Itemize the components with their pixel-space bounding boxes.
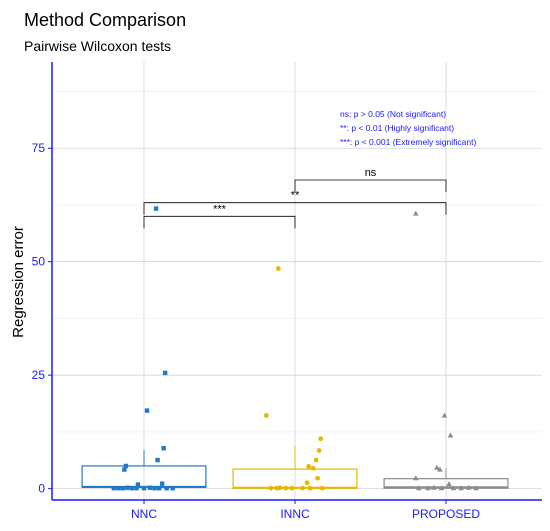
x-tick-label-nnc: NNC: [131, 507, 157, 521]
annotation-extremely: ***: p < 0.001 (Extremely significant): [340, 137, 476, 147]
x-tick-label-proposed: PROPOSED: [412, 507, 480, 521]
point-nnc-11: [120, 485, 126, 491]
point-innc-4: [313, 457, 319, 463]
point-nnc-18: [156, 485, 162, 491]
y-tick-label-75: 75: [32, 141, 46, 155]
point-nnc-0: [153, 206, 159, 211]
bracket-2: [294, 179, 447, 193]
bracket-label-0: ***: [213, 203, 227, 215]
point-innc-12: [283, 485, 289, 491]
x-tick-label-innc: INNC: [280, 507, 310, 521]
point-nnc-16: [147, 485, 153, 490]
bracket-label-2: ns: [365, 167, 377, 179]
bracket-0: [143, 215, 296, 229]
y-axis-ticks: 0 25 50 75: [32, 141, 52, 496]
point-nnc-6: [122, 467, 127, 472]
point-nnc-2: [144, 408, 150, 413]
annotation-highly: **: p < 0.01 (Highly significant): [340, 123, 454, 133]
point-proposed-11: [450, 485, 457, 491]
point-innc-14: [300, 485, 305, 491]
point-nnc-4: [155, 457, 160, 463]
point-proposed-9: [431, 484, 437, 490]
point-proposed-10: [438, 485, 445, 491]
point-innc-1: [263, 413, 269, 418]
point-nnc-9: [111, 485, 116, 491]
point-proposed-8: [425, 485, 431, 491]
point-innc-11: [277, 485, 283, 491]
point-innc-0: [275, 266, 281, 271]
point-nnc-1: [162, 370, 168, 376]
point-proposed-4: [437, 466, 443, 472]
point-proposed-6: [446, 481, 452, 487]
point-innc-13: [289, 485, 295, 491]
point-innc-9: [268, 485, 274, 491]
point-nnc-19: [164, 485, 169, 491]
point-nnc-17: [152, 485, 157, 491]
point-nnc-12: [125, 485, 130, 490]
chart-title: Method Comparison: [24, 10, 186, 30]
point-innc-5: [306, 464, 311, 469]
point-nnc-14: [134, 485, 139, 491]
point-nnc-13: [129, 485, 135, 491]
bracket-1: [143, 202, 447, 215]
data-points: [111, 206, 479, 491]
point-proposed-0: [413, 210, 419, 216]
bracket-label-1: **: [291, 190, 300, 202]
point-nnc-3: [161, 446, 166, 451]
point-proposed-13: [465, 484, 472, 490]
point-proposed-3: [434, 464, 440, 470]
annotation-ns: ns: p > 0.05 (Not significant): [340, 109, 446, 119]
point-proposed-14: [473, 485, 479, 491]
point-proposed-5: [413, 475, 419, 481]
point-nnc-20: [170, 485, 175, 491]
point-nnc-15: [141, 485, 147, 491]
point-innc-3: [316, 448, 322, 453]
point-innc-7: [315, 475, 321, 481]
point-nnc-7: [135, 482, 141, 487]
point-innc-16: [319, 485, 325, 491]
point-proposed-2: [447, 432, 454, 438]
point-innc-8: [304, 480, 310, 486]
y-tick-label-25: 25: [32, 368, 46, 382]
point-proposed-7: [416, 485, 422, 491]
significance-brackets: *****ns: [143, 167, 447, 229]
y-tick-label-50: 50: [32, 255, 46, 269]
y-tick-label-0: 0: [38, 482, 45, 496]
point-innc-2: [318, 436, 324, 442]
point-proposed-12: [458, 485, 464, 491]
point-nnc-10: [116, 485, 121, 491]
y-axis-label: Regression error: [10, 226, 27, 338]
grid-lines: [52, 62, 542, 500]
point-nnc-5: [123, 463, 129, 469]
point-nnc-8: [159, 481, 165, 486]
point-innc-6: [310, 465, 316, 471]
x-axis-ticks: NNC INNC PROPOSED: [131, 500, 480, 521]
significance-legend: ns: p > 0.05 (Not significant) **: p < 0…: [340, 109, 476, 147]
chart-subtitle: Pairwise Wilcoxon tests: [24, 38, 171, 54]
point-innc-15: [307, 485, 313, 491]
point-proposed-1: [441, 412, 448, 418]
